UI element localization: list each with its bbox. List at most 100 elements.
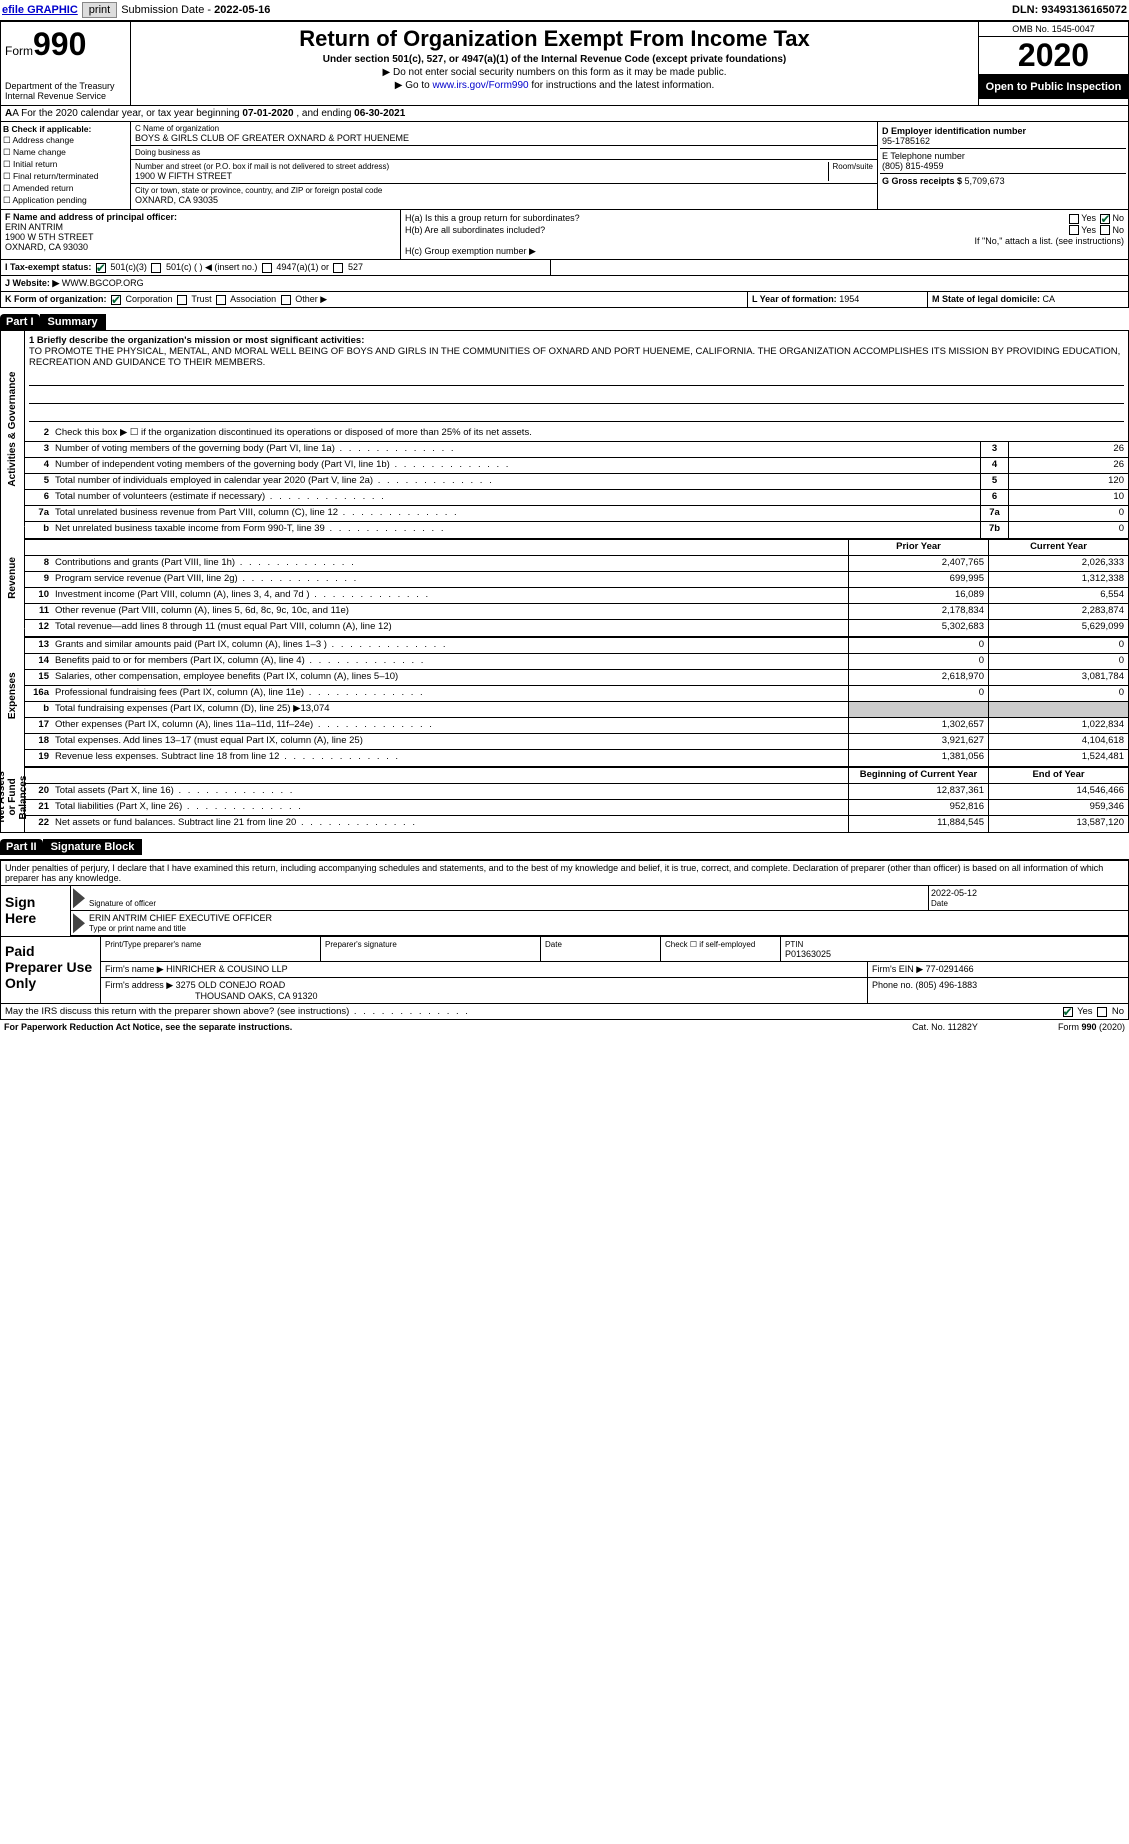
cb-name-change[interactable]: ☐ Name change bbox=[3, 147, 128, 158]
cb-final-return[interactable]: ☐ Final return/terminated bbox=[3, 171, 128, 182]
box-deg: D Employer identification number95-17851… bbox=[878, 122, 1128, 209]
hb-yes[interactable] bbox=[1069, 225, 1079, 235]
line-4: 4Number of independent voting members of… bbox=[25, 458, 1128, 474]
ein-value: 95-1785162 bbox=[882, 136, 1124, 146]
cb-other[interactable] bbox=[281, 295, 291, 305]
part2-header: Part II Signature Block bbox=[0, 839, 1129, 855]
preparer-row-1: Print/Type preparer's name Preparer's si… bbox=[101, 937, 1128, 962]
cb-501c3[interactable] bbox=[96, 263, 106, 273]
year-formation-label: L Year of formation: bbox=[752, 294, 839, 304]
cb-4947[interactable] bbox=[262, 263, 272, 273]
org-name-label: C Name of organization bbox=[135, 124, 409, 133]
footer-right: Form 990 (2020) bbox=[1058, 1022, 1125, 1032]
state-domicile-value: CA bbox=[1043, 294, 1056, 304]
arrow-icon bbox=[73, 913, 85, 933]
part1-body: Activities & Governance Revenue Expenses… bbox=[0, 330, 1129, 833]
line-20: 20Total assets (Part X, line 16)12,837,3… bbox=[25, 784, 1128, 800]
form-subtitle-3: ▶ Go to www.irs.gov/Form990 for instruct… bbox=[135, 80, 974, 91]
line-17: 17Other expenses (Part IX, column (A), l… bbox=[25, 718, 1128, 734]
submission-label: Submission Date - 2022-05-16 bbox=[121, 4, 270, 16]
part1-header: Part I Summary bbox=[0, 314, 1129, 330]
cb-association[interactable] bbox=[216, 295, 226, 305]
line-13: 13Grants and similar amounts paid (Part … bbox=[25, 638, 1128, 654]
header-center: Return of Organization Exempt From Incom… bbox=[131, 22, 978, 105]
print-button[interactable]: print bbox=[82, 2, 117, 18]
part2-title: Signature Block bbox=[43, 839, 143, 855]
state-domicile-label: M State of legal domicile: bbox=[932, 294, 1043, 304]
omb-number: OMB No. 1545-0047 bbox=[979, 22, 1128, 37]
cb-address-change[interactable]: ☐ Address change bbox=[3, 135, 128, 146]
line-8: 8Contributions and grants (Part VIII, li… bbox=[25, 556, 1128, 572]
vtab-expenses: Expenses bbox=[1, 629, 25, 762]
line-15: 15Salaries, other compensation, employee… bbox=[25, 670, 1128, 686]
row-i: I Tax-exempt status: 501(c)(3) 501(c) ( … bbox=[0, 260, 1129, 276]
ein-label: D Employer identification number bbox=[882, 126, 1124, 136]
line-16a: 16aProfessional fundraising fees (Part I… bbox=[25, 686, 1128, 702]
may-yes[interactable] bbox=[1063, 1007, 1073, 1017]
line-12: 12Total revenue—add lines 8 through 11 (… bbox=[25, 620, 1128, 636]
cb-527[interactable] bbox=[333, 263, 343, 273]
cb-trust[interactable] bbox=[177, 295, 187, 305]
officer-addr1: 1900 W 5TH STREET bbox=[5, 232, 94, 242]
cb-corporation[interactable] bbox=[111, 295, 121, 305]
officer-group-row: F Name and address of principal officer:… bbox=[0, 210, 1129, 260]
dln: DLN: 93493136165072 bbox=[1012, 4, 1127, 16]
name-title-line: ERIN ANTRIM CHIEF EXECUTIVE OFFICERType … bbox=[71, 911, 1128, 936]
vtab-netassets: Net Assets or Fund Balances bbox=[1, 762, 25, 833]
tax-exempt-label: I Tax-exempt status: bbox=[5, 262, 91, 272]
form-subtitle-2: ▶ Do not enter social security numbers o… bbox=[135, 67, 974, 78]
line-18: 18Total expenses. Add lines 13–17 (must … bbox=[25, 734, 1128, 750]
period-row: AA For the 2020 calendar year, or tax ye… bbox=[0, 106, 1129, 122]
website-value: WWW.BGCOP.ORG bbox=[62, 278, 144, 288]
org-name: BOYS & GIRLS CLUB OF GREATER OXNARD & PO… bbox=[135, 133, 409, 143]
hb-line: H(b) Are all subordinates included?Yes N… bbox=[405, 225, 1124, 236]
box-b: B Check if applicable: ☐ Address change … bbox=[1, 122, 131, 209]
line-7b: bNet unrelated business taxable income f… bbox=[25, 522, 1128, 538]
ha-no[interactable] bbox=[1100, 214, 1110, 224]
box-h: H(a) Is this a group return for subordin… bbox=[401, 210, 1128, 259]
signature-line: Signature of officer 2022-05-12Date bbox=[71, 886, 1128, 911]
box-f: F Name and address of principal officer:… bbox=[1, 210, 401, 259]
efile-link[interactable]: efile GRAPHIC bbox=[2, 4, 78, 16]
preparer-row-2: Firm's name ▶ HINRICHER & COUSINO LLP Fi… bbox=[101, 962, 1128, 978]
cb-amended-return[interactable]: ☐ Amended return bbox=[3, 183, 128, 194]
line-7a: 7aTotal unrelated business revenue from … bbox=[25, 506, 1128, 522]
line-10: 10Investment income (Part VIII, column (… bbox=[25, 588, 1128, 604]
paid-preparer-label: Paid Preparer Use Only bbox=[1, 937, 101, 1003]
part2-label: Part II bbox=[0, 839, 43, 855]
irs-link[interactable]: www.irs.gov/Form990 bbox=[432, 80, 528, 91]
line-3: 3Number of voting members of the governi… bbox=[25, 442, 1128, 458]
vtab-activities: Activities & Governance bbox=[1, 331, 25, 527]
cb-initial-return[interactable]: ☐ Initial return bbox=[3, 159, 128, 170]
hc-line: H(c) Group exemption number ▶ bbox=[405, 246, 1124, 257]
top-toolbar: efile GRAPHIC print Submission Date - 20… bbox=[0, 0, 1129, 21]
ha-yes[interactable] bbox=[1069, 214, 1079, 224]
addr-label: Number and street (or P.O. box if mail i… bbox=[135, 162, 828, 171]
cb-application-pending[interactable]: ☐ Application pending bbox=[3, 195, 128, 206]
officer-addr2: OXNARD, CA 93030 bbox=[5, 242, 88, 252]
may-no[interactable] bbox=[1097, 1007, 1107, 1017]
line-11: 11Other revenue (Part VIII, column (A), … bbox=[25, 604, 1128, 620]
box-b-title: B Check if applicable: bbox=[3, 124, 91, 134]
addr-value: 1900 W FIFTH STREET bbox=[135, 171, 828, 181]
header-left: Form990 Department of the Treasury Inter… bbox=[1, 22, 131, 105]
room-suite-label: Room/suite bbox=[828, 162, 873, 181]
dept-treasury: Department of the Treasury Internal Reve… bbox=[5, 81, 126, 101]
form-header: Form990 Department of the Treasury Inter… bbox=[0, 21, 1129, 106]
phone-value: (805) 815-4959 bbox=[882, 161, 1124, 171]
may-discuss-row: May the IRS discuss this return with the… bbox=[0, 1004, 1129, 1020]
form-number: 990 bbox=[33, 26, 86, 62]
tax-year: 2020 bbox=[979, 37, 1128, 75]
line-16b: bTotal fundraising expenses (Part IX, co… bbox=[25, 702, 1128, 718]
phone-label: E Telephone number bbox=[882, 151, 1124, 161]
line-9: 9Program service revenue (Part VIII, lin… bbox=[25, 572, 1128, 588]
hb-no[interactable] bbox=[1100, 225, 1110, 235]
cb-501c[interactable] bbox=[151, 263, 161, 273]
paid-preparer-block: Paid Preparer Use Only Print/Type prepar… bbox=[0, 937, 1129, 1004]
city-value: OXNARD, CA 93035 bbox=[135, 195, 382, 205]
hb-note: If "No," attach a list. (see instruction… bbox=[405, 236, 1124, 246]
rev-header: Prior YearCurrent Year bbox=[25, 540, 1128, 556]
vtab-revenue: Revenue bbox=[1, 527, 25, 629]
signature-block: Under penalties of perjury, I declare th… bbox=[0, 859, 1129, 937]
city-label: City or town, state or province, country… bbox=[135, 186, 382, 195]
